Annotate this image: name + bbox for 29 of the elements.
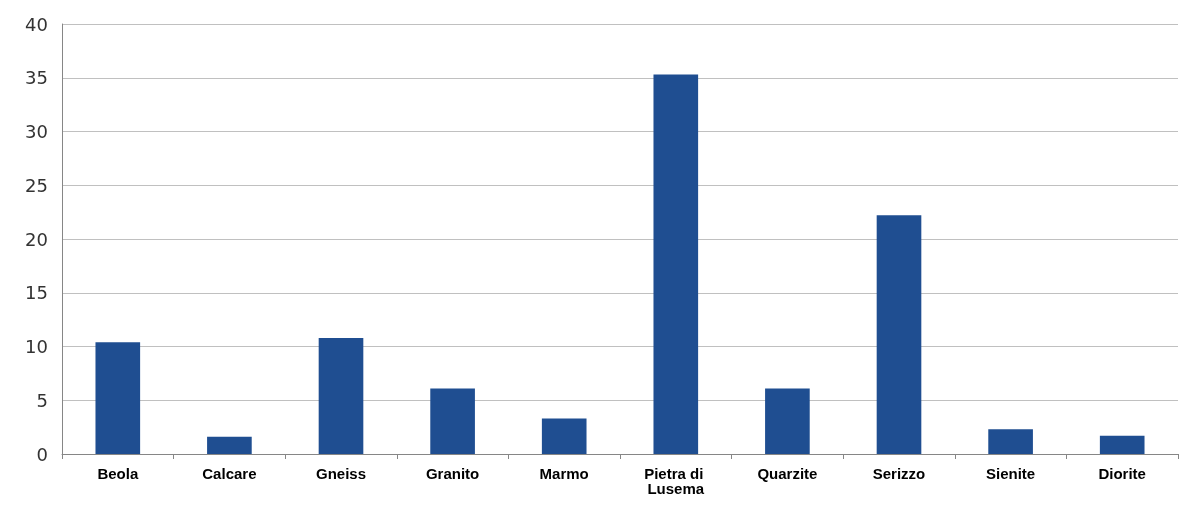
- x-tick-label: Gneiss: [315, 465, 367, 482]
- x-tick-label: Pietra di Lusema: [644, 465, 708, 497]
- x-tick-label: Diorite: [1098, 465, 1146, 482]
- bar: [1099, 435, 1145, 454]
- y-tick-label: 25: [25, 174, 48, 196]
- bar: [541, 418, 587, 454]
- y-tick-label: 30: [25, 121, 48, 142]
- x-tick-label: Serizzo: [872, 465, 926, 482]
- x-tick-label: Marmo: [539, 465, 589, 482]
- y-tick-label: 10: [25, 336, 48, 357]
- y-tick-label: 0: [36, 443, 48, 465]
- x-tick-label: Calcare: [202, 465, 257, 482]
- y-tick-label: 20: [25, 228, 48, 250]
- bar: [876, 215, 922, 454]
- x-tick-label: Granito: [425, 465, 480, 482]
- y-tick-label: 5: [36, 389, 48, 411]
- bar: [430, 388, 475, 454]
- bar: [653, 74, 699, 454]
- y-tick-label: 15: [25, 282, 48, 304]
- x-tick-label: Quarzite: [757, 465, 818, 482]
- x-tick-label: Sienite: [986, 465, 1036, 482]
- bar: [765, 388, 810, 454]
- x-tick-label: Beola: [97, 465, 139, 482]
- bar: [95, 342, 141, 454]
- bar: [318, 337, 364, 454]
- y-tick-label: 35: [25, 67, 48, 89]
- bar: [207, 436, 252, 454]
- bar: [988, 429, 1033, 454]
- y-tick-label: 40: [25, 13, 48, 35]
